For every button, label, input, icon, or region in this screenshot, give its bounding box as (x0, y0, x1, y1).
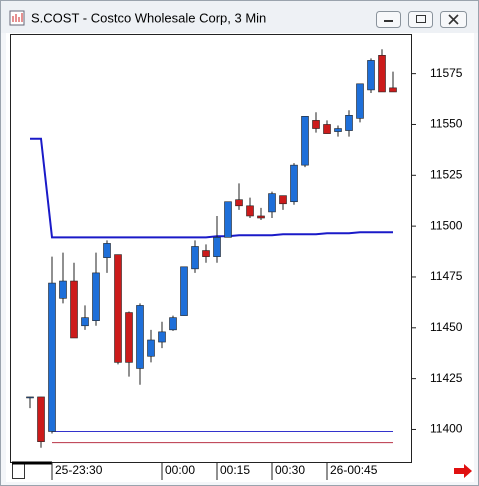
candle-body (301, 116, 309, 166)
candle-body (235, 199, 243, 207)
candle-body (334, 128, 342, 132)
x-tick-label: 00:00 (165, 463, 195, 477)
candle-body (169, 317, 177, 331)
minimize-button[interactable] (376, 11, 401, 28)
indicator-line (30, 137, 393, 239)
candle-body (312, 120, 320, 129)
window-title: S.COST - Costco Wholesale Corp, 3 Min (31, 10, 266, 25)
y-tick-label: 11400 (430, 422, 463, 436)
y-tick-label: 11575 (430, 66, 463, 80)
candle-body (279, 195, 287, 205)
candle-body (114, 254, 122, 363)
maximize-button[interactable] (408, 11, 433, 28)
x-tick-label: 25-23:30 (55, 463, 103, 477)
candle-body (136, 305, 144, 369)
candle-body (367, 60, 375, 91)
candle-body (268, 193, 276, 213)
plot-frame (10, 34, 412, 463)
candle-body (323, 124, 331, 134)
candle-body (92, 272, 100, 321)
candle-body (125, 312, 133, 363)
candle-body (224, 201, 232, 238)
y-tick-label: 11450 (430, 320, 463, 334)
candle-body (356, 83, 364, 119)
candle-body (345, 115, 353, 131)
candle-body (103, 243, 111, 258)
candle-body (48, 282, 56, 432)
candle-body (70, 280, 78, 339)
candle-body (389, 87, 397, 93)
window-icon (9, 10, 25, 26)
candle-body (213, 237, 221, 257)
x-tick-label: 00:15 (220, 463, 250, 477)
y-tick-label: 11525 (430, 167, 463, 181)
candle-body (147, 339, 155, 357)
candle-body (191, 246, 199, 270)
y-tick-label: 11425 (430, 371, 463, 385)
candle-body (26, 396, 34, 399)
x-tick-label: 26-00:45 (330, 463, 378, 477)
candle-body (158, 331, 166, 343)
y-tick-label: 11500 (430, 218, 463, 232)
candle-body (257, 215, 265, 219)
candle-body (81, 317, 89, 327)
candle-body (37, 396, 45, 442)
y-tick-label: 11475 (430, 269, 463, 283)
candle-body (180, 266, 188, 316)
x-tick-label: 00:30 (275, 463, 305, 477)
candle-body (59, 280, 67, 299)
candle-body (378, 55, 386, 93)
y-tick-label: 11550 (430, 117, 463, 131)
candle-body (246, 205, 254, 217)
candle-body (202, 250, 210, 257)
scroll-right-arrow[interactable] (454, 464, 472, 478)
close-button[interactable] (440, 11, 467, 28)
candle-body (290, 164, 298, 203)
scroll-thumb[interactable] (12, 462, 25, 479)
